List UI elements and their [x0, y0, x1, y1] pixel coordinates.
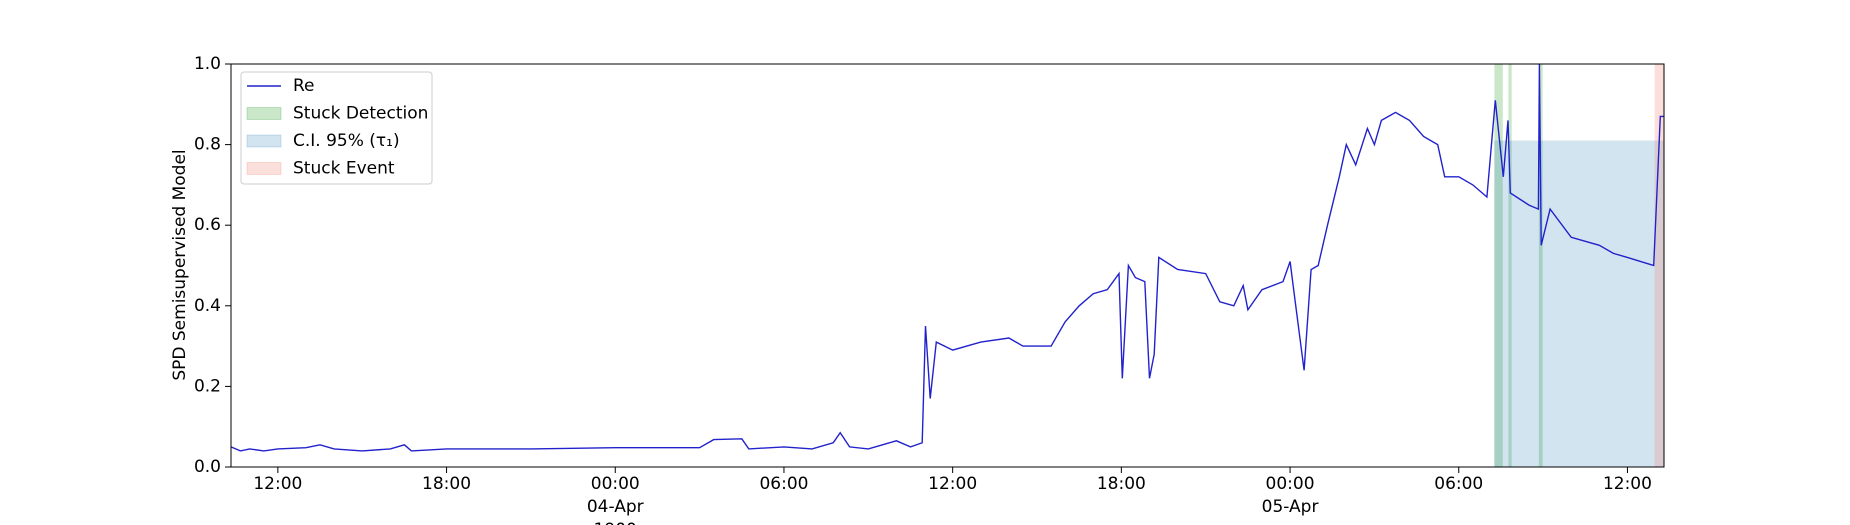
y-axis-label: SPD Semisupervised Model — [170, 149, 190, 380]
plot-frame — [230, 63, 1665, 468]
span — [1508, 64, 1512, 467]
x-tick-label: 12:00 — [253, 474, 302, 494]
legend-patch — [246, 134, 282, 148]
span — [1654, 64, 1664, 467]
span — [1494, 140, 1664, 467]
legend-label: C.I. 95% (τ₁) — [293, 131, 400, 151]
x-tick-label: 12:00 — [928, 474, 977, 494]
x-tick-label: 12:00 — [1603, 474, 1652, 494]
y-tick-label: 0.8 — [194, 135, 221, 155]
legend: Re Stuck Detection C.I. 95% (τ₁) Stuck Even… — [240, 71, 433, 185]
x-tick-label: 18:00 — [1097, 474, 1146, 494]
legend-label: Stuck Event — [293, 159, 395, 179]
y-tick-label: 0.2 — [194, 376, 221, 396]
x-tick-label: 18:00 — [422, 474, 471, 494]
legend-patch — [246, 107, 282, 120]
span — [1538, 64, 1543, 467]
y-tick-label: 0.4 — [194, 296, 221, 316]
x-tick-label: 00:00 05-Apr — [1262, 474, 1319, 517]
y-tick-label: 0.0 — [194, 457, 221, 477]
legend-patch — [246, 162, 282, 175]
x-tick-label: 06:00 — [759, 474, 808, 494]
y-tick-label: 0.6 — [194, 215, 221, 235]
span — [1494, 64, 1503, 467]
line — [230, 63, 1664, 452]
y-tick-label: 1.0 — [194, 54, 221, 74]
x-tick-label: 06:00 — [1434, 474, 1483, 494]
legend-label: Re — [293, 76, 315, 96]
legend-label: Stuck Detection — [293, 104, 428, 124]
legend-box — [240, 71, 433, 185]
